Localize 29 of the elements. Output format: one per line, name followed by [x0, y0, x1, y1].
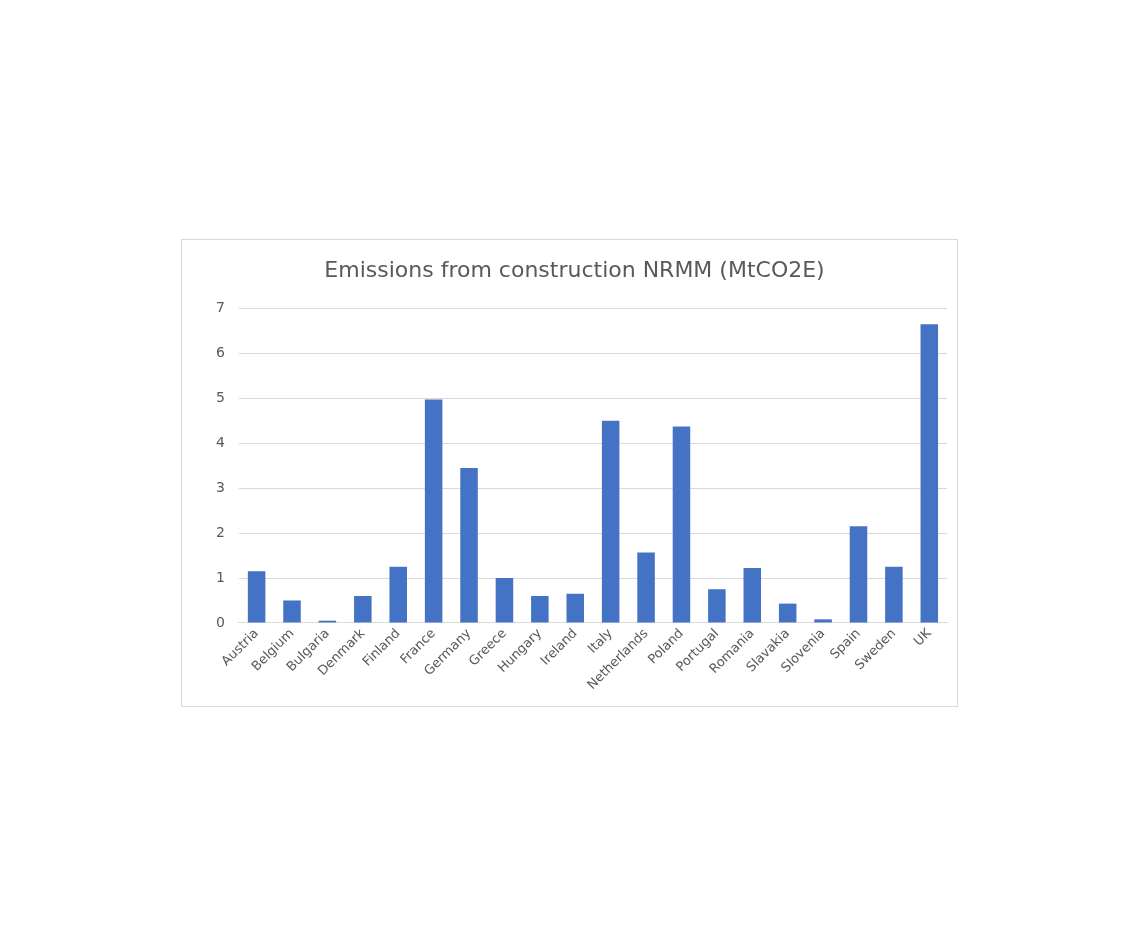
- bar: [424, 399, 443, 623]
- bar: [885, 566, 903, 623]
- bar: [708, 589, 726, 623]
- y-tick-label: 7: [215, 299, 225, 316]
- chart-title: Emissions from construction NRMM (MtCO2E): [324, 256, 825, 282]
- bar: [920, 324, 939, 623]
- bar: [389, 566, 407, 623]
- bar: [460, 467, 478, 623]
- bar: [743, 568, 762, 623]
- y-tick-label: 0: [215, 613, 225, 630]
- bar: [778, 603, 797, 623]
- y-tick-label: 5: [215, 388, 225, 405]
- bar: [637, 552, 655, 623]
- bar: [354, 595, 372, 623]
- y-tick-label: 2: [215, 523, 225, 540]
- bar: [849, 526, 868, 623]
- x-tick-label: UK: [910, 625, 935, 649]
- bar: [566, 593, 585, 623]
- bar: [495, 578, 514, 623]
- bar: [531, 595, 549, 623]
- y-tick-label: 1: [215, 568, 225, 585]
- bar: [672, 426, 691, 623]
- bar: [247, 571, 266, 623]
- bar: [814, 619, 832, 623]
- y-tick-label: 3: [215, 478, 225, 495]
- bar: [283, 600, 301, 623]
- y-tick-label: 4: [215, 433, 225, 450]
- bar: [601, 420, 620, 623]
- y-tick-label: 6: [215, 343, 225, 360]
